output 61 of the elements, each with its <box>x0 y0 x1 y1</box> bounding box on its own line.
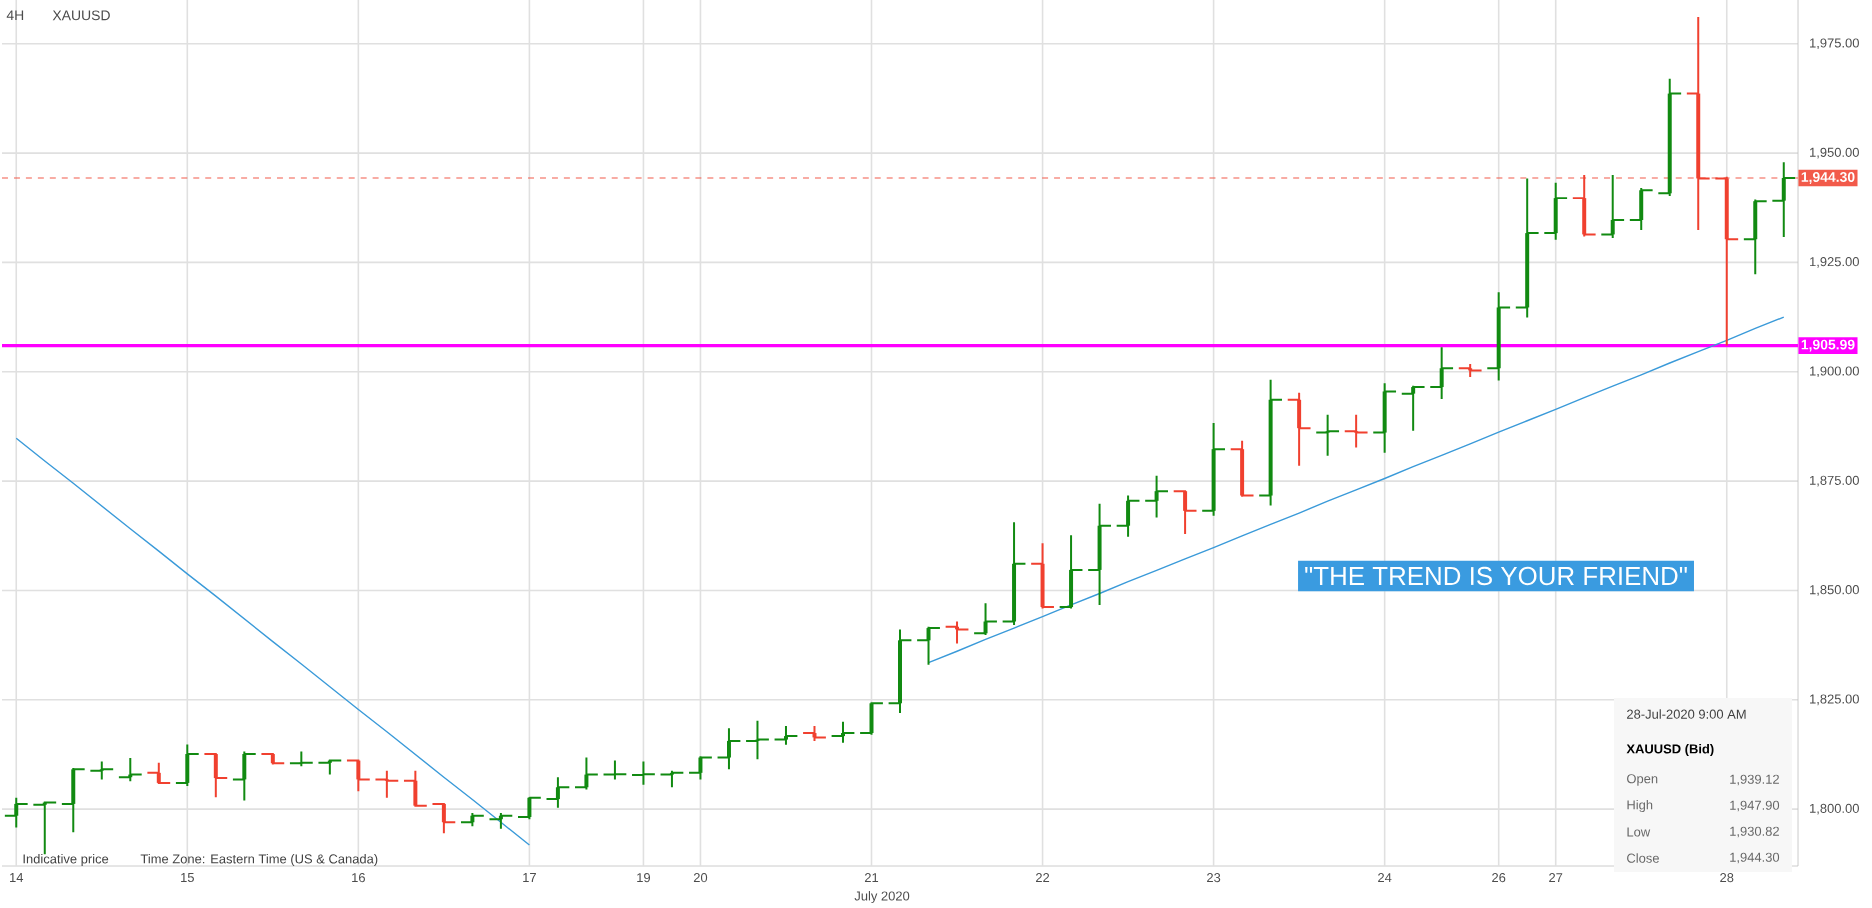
candlestick <box>1400 384 1426 432</box>
candlestick <box>117 756 143 783</box>
candlestick <box>773 725 799 746</box>
candlestick <box>1229 439 1255 498</box>
candlestick <box>1286 391 1312 467</box>
candlestick <box>1457 362 1483 379</box>
candlestick <box>973 602 998 637</box>
candlestick <box>146 761 172 785</box>
candlestick <box>1115 494 1141 538</box>
candlestick <box>402 769 428 807</box>
candlestick <box>1144 474 1169 519</box>
annotation: "THE TREND IS YOUR FRIEND" <box>1305 566 1687 586</box>
candlestick <box>830 720 856 744</box>
candlestick <box>1030 542 1055 610</box>
line-series <box>927 316 1785 664</box>
candlestick <box>231 750 257 802</box>
candlestick <box>374 769 400 799</box>
candlestick <box>459 812 485 828</box>
candlestick <box>659 769 685 789</box>
candlestick <box>1087 502 1112 606</box>
candlestick <box>89 760 115 781</box>
candlestick <box>1742 198 1768 276</box>
candlestick <box>1685 16 1711 232</box>
candlestick <box>887 628 913 714</box>
candlestick <box>1429 346 1455 400</box>
candlestick <box>916 625 941 666</box>
candlestick <box>859 702 884 736</box>
candlestick <box>1486 291 1512 382</box>
candlestick <box>345 759 371 793</box>
candlestick <box>203 753 229 799</box>
candlestick <box>260 753 286 766</box>
candlestick <box>631 760 656 786</box>
candlestick <box>1771 161 1797 238</box>
candlestick <box>1571 173 1597 238</box>
candlestick <box>716 727 742 771</box>
candlestick <box>517 796 542 821</box>
candlestick <box>1657 77 1683 197</box>
candlestick <box>944 620 970 645</box>
candlestick <box>1372 382 1398 454</box>
candlestick <box>688 755 713 781</box>
candlestick <box>3 796 29 829</box>
candlestick <box>174 743 200 787</box>
candlestick <box>1172 490 1198 536</box>
candlestick <box>1315 413 1341 457</box>
candlestick <box>1600 173 1626 239</box>
candlestick <box>745 719 770 761</box>
candlestick <box>1714 175 1740 347</box>
candlestick <box>545 776 571 809</box>
candlestick <box>1258 378 1284 507</box>
candlestick <box>1058 534 1084 610</box>
candlestick <box>1514 177 1540 319</box>
candlestick <box>574 756 599 791</box>
candlestick <box>1628 187 1654 232</box>
candlestick <box>431 802 457 835</box>
candlestick <box>1201 421 1227 517</box>
candlestick <box>602 759 628 781</box>
candlestick <box>1001 521 1027 627</box>
candlestick <box>802 725 827 742</box>
candlestick <box>1543 181 1569 241</box>
candlestick <box>1343 413 1369 449</box>
candlestick <box>60 767 86 834</box>
